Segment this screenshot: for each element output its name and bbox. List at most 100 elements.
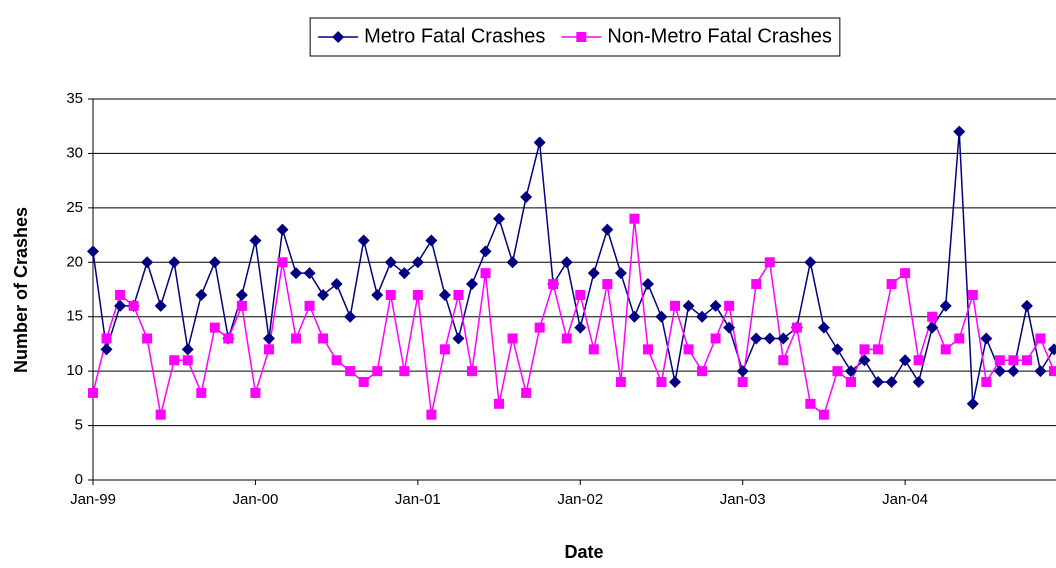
marker xyxy=(465,278,478,291)
marker xyxy=(291,333,302,344)
marker xyxy=(844,365,857,378)
marker xyxy=(182,355,193,366)
marker xyxy=(886,279,897,290)
marker xyxy=(372,366,383,377)
marker xyxy=(805,398,816,409)
marker xyxy=(614,267,627,280)
y-tick-label: 30 xyxy=(66,144,83,161)
marker xyxy=(223,333,234,344)
marker xyxy=(426,409,437,420)
marker xyxy=(385,289,396,300)
marker xyxy=(804,256,817,269)
marker xyxy=(981,377,992,388)
x-tick-label: Jan-04 xyxy=(882,491,928,508)
marker xyxy=(831,343,844,356)
marker xyxy=(1048,343,1056,356)
marker xyxy=(670,300,681,311)
marker xyxy=(574,321,587,334)
legend-label: Metro Fatal Crashes xyxy=(364,25,545,47)
marker xyxy=(859,344,870,355)
marker xyxy=(141,256,154,269)
marker xyxy=(494,398,505,409)
marker xyxy=(576,32,587,42)
marker xyxy=(290,267,303,280)
marker xyxy=(845,377,856,388)
marker xyxy=(560,256,573,269)
legend-item: Non-Metro Fatal Crashes xyxy=(561,25,832,47)
marker xyxy=(615,377,626,388)
marker xyxy=(520,190,533,203)
y-tick-label: 5 xyxy=(75,417,83,434)
marker xyxy=(332,31,345,43)
marker xyxy=(736,365,749,378)
marker xyxy=(926,321,939,334)
marker xyxy=(425,234,438,247)
marker xyxy=(384,256,397,269)
marker xyxy=(954,333,965,344)
marker xyxy=(155,409,166,420)
marker xyxy=(832,366,843,377)
marker xyxy=(1007,365,1020,378)
marker xyxy=(966,397,979,410)
marker xyxy=(263,344,274,355)
marker xyxy=(344,310,357,323)
marker xyxy=(939,299,952,312)
marker xyxy=(900,268,911,279)
marker xyxy=(88,387,98,398)
marker xyxy=(345,366,356,377)
marker xyxy=(980,332,993,345)
marker xyxy=(169,355,180,366)
marker xyxy=(967,289,978,300)
marker xyxy=(235,288,248,301)
x-tick-label: Jan-00 xyxy=(232,491,278,508)
marker xyxy=(1035,333,1046,344)
y-axis-title: Number of Crashes xyxy=(11,207,31,373)
marker xyxy=(575,289,586,300)
marker xyxy=(154,299,167,312)
legend: Metro Fatal Crashes Non-Metro Fatal Crash… xyxy=(309,17,841,57)
marker xyxy=(885,376,898,389)
marker xyxy=(1034,365,1047,378)
marker xyxy=(1008,355,1019,366)
marker xyxy=(628,310,641,323)
x-tick-label: Jan-02 xyxy=(557,491,603,508)
marker xyxy=(710,333,721,344)
marker xyxy=(912,376,925,389)
marker xyxy=(480,268,491,279)
marker xyxy=(303,267,316,280)
legend-item: Metro Fatal Crashes xyxy=(318,25,545,47)
marker xyxy=(453,289,464,300)
marker xyxy=(1020,299,1033,312)
marker xyxy=(655,310,668,323)
marker xyxy=(669,376,682,389)
marker xyxy=(587,267,600,280)
marker xyxy=(507,333,518,344)
marker xyxy=(940,344,951,355)
marker xyxy=(697,366,708,377)
marker xyxy=(602,279,613,290)
marker xyxy=(994,355,1005,366)
y-tick-label: 15 xyxy=(66,308,83,325)
marker xyxy=(763,332,776,345)
marker xyxy=(764,257,775,268)
marker xyxy=(479,245,492,258)
marker xyxy=(723,321,736,334)
marker xyxy=(411,256,424,269)
y-tick-label: 25 xyxy=(66,199,83,216)
marker xyxy=(208,256,221,269)
marker xyxy=(818,409,829,420)
marker xyxy=(195,288,208,301)
marker xyxy=(358,377,369,388)
x-tick-label: Jan-03 xyxy=(720,491,766,508)
marker xyxy=(791,322,802,333)
marker xyxy=(534,322,545,333)
marker xyxy=(249,234,262,247)
marker xyxy=(439,344,450,355)
marker xyxy=(262,332,275,345)
marker xyxy=(399,366,410,377)
marker xyxy=(114,299,127,312)
marker xyxy=(682,299,695,312)
marker xyxy=(87,245,99,258)
marker xyxy=(330,278,343,291)
